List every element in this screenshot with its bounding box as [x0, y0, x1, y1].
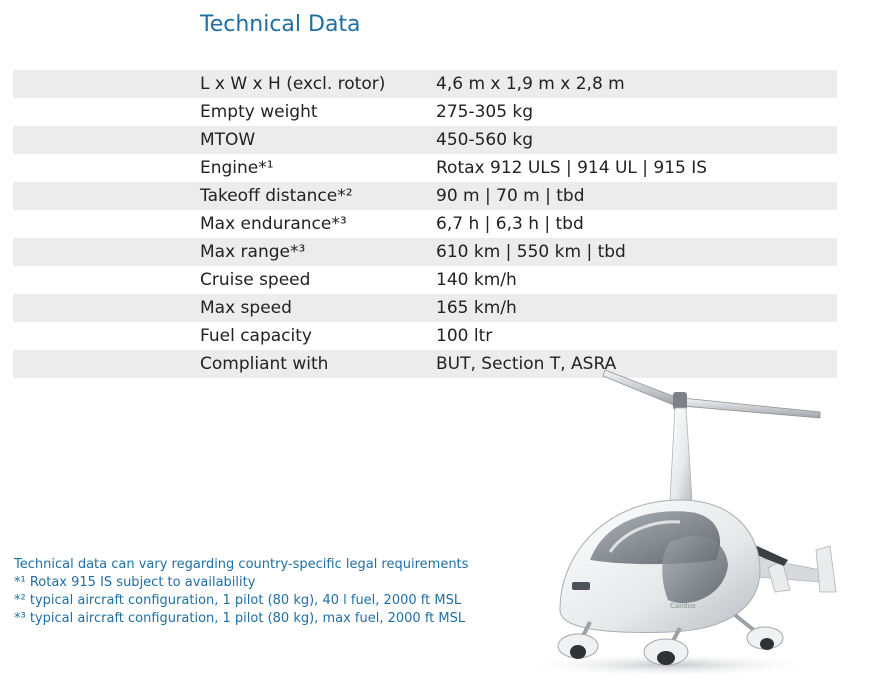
spec-label: Max endurance*³ — [200, 214, 347, 234]
spec-row: MTOW 450-560 kg — [13, 126, 837, 154]
spec-value: 165 km/h — [436, 298, 517, 318]
main-wheel-left — [657, 651, 675, 665]
spec-row: Empty weight 275-305 kg — [13, 98, 837, 126]
footnotes: Technical data can vary regarding countr… — [14, 556, 468, 628]
rotor-head — [673, 392, 687, 410]
spec-value: 6,7 h | 6,3 h | tbd — [436, 214, 584, 234]
spec-row: Max endurance*³ 6,7 h | 6,3 h | tbd — [13, 210, 837, 238]
spec-value: 4,6 m x 1,9 m x 2,8 m — [436, 74, 625, 94]
spec-value: 100 ltr — [436, 326, 493, 346]
spec-row: Cruise speed 140 km/h — [13, 266, 837, 294]
nose-wheel — [570, 645, 586, 659]
spec-label: Max speed — [200, 298, 292, 318]
fuselage-lettering: Calidus — [670, 602, 696, 610]
footnote-1: *¹ Rotax 915 IS subject to availability — [14, 575, 256, 590]
spec-value: 140 km/h — [436, 270, 517, 290]
spec-row: Max speed 165 km/h — [13, 294, 837, 322]
spec-value: 610 km | 550 km | tbd — [436, 242, 626, 262]
spec-label: MTOW — [200, 130, 256, 150]
nose-badge — [572, 582, 590, 590]
rotor-blade-right — [681, 397, 821, 419]
footnote-disclaimer: Technical data can vary regarding countr… — [14, 557, 469, 572]
footnote-2: *² typical aircraft configuration, 1 pil… — [14, 593, 462, 608]
spec-value: BUT, Section T, ASRA — [436, 354, 617, 374]
spec-row: L x W x H (excl. rotor) 4,6 m x 1,9 m x … — [13, 70, 837, 98]
spec-label: Empty weight — [200, 102, 318, 122]
spec-value: Rotax 912 ULS | 914 UL | 915 IS — [436, 158, 708, 178]
spec-label: L x W x H (excl. rotor) — [200, 74, 386, 94]
spec-label: Cruise speed — [200, 270, 311, 290]
page-title: Technical Data — [200, 12, 361, 37]
spec-label: Compliant with — [200, 354, 329, 374]
rotor-mast — [669, 407, 693, 501]
spec-row: Fuel capacity 100 ltr — [13, 322, 837, 350]
spec-value: 90 m | 70 m | tbd — [436, 186, 585, 206]
footnote-3: *³ typical aircraft configuration, 1 pil… — [14, 611, 466, 626]
canopy-highlight — [608, 520, 681, 553]
spec-row: Max range*³ 610 km | 550 km | tbd — [13, 238, 837, 266]
spec-value: 450-560 kg — [436, 130, 534, 150]
side-window — [662, 535, 728, 604]
spec-label: Engine*¹ — [200, 158, 274, 178]
spec-value: 275-305 kg — [436, 102, 534, 122]
spec-row: Engine*¹ Rotax 912 ULS | 914 UL | 915 IS — [13, 154, 837, 182]
spec-label: Max range*³ — [200, 242, 306, 262]
spec-label: Fuel capacity — [200, 326, 312, 346]
spec-row: Compliant with BUT, Section T, ASRA — [13, 350, 837, 378]
main-wheel-right — [760, 638, 774, 650]
spec-row: Takeoff distance*² 90 m | 70 m | tbd — [13, 182, 837, 210]
spec-table: L x W x H (excl. rotor) 4,6 m x 1,9 m x … — [13, 70, 837, 378]
tail-fin-right — [815, 545, 837, 593]
rotor-blade-left — [602, 369, 679, 407]
spec-label: Takeoff distance*² — [200, 186, 353, 206]
gyroplane-image: Calidus — [520, 369, 837, 677]
